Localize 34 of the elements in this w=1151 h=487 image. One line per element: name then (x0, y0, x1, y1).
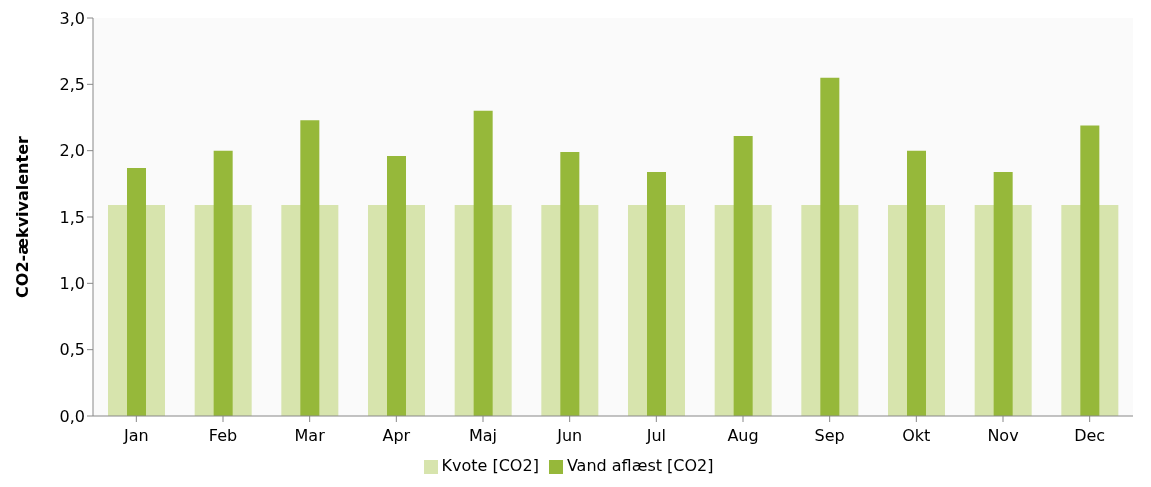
y-tick-label: 1,5 (59, 207, 85, 227)
bar (473, 110, 493, 416)
bar (560, 151, 580, 416)
bar (127, 167, 146, 416)
bar (993, 171, 1013, 416)
bar (733, 136, 753, 416)
x-tick-label: Maj (468, 426, 498, 446)
bar (387, 155, 406, 416)
x-tick-label: Apr (382, 426, 411, 446)
x-tick-label: Jun (556, 426, 583, 446)
x-tick-label: Sep (814, 426, 845, 446)
y-tick-label: 1,0 (59, 274, 85, 294)
y-tick-label: 2,0 (59, 141, 85, 161)
bar (820, 77, 840, 416)
x-tick-label: Jan (123, 426, 149, 446)
x-tick-label: Aug (727, 426, 759, 446)
x-tick-label: Jul (645, 426, 666, 446)
legend-label: Vand aflæst [CO2] (566, 456, 714, 475)
x-tick-label: Nov (987, 426, 1019, 446)
x-tick-label: Dec (1074, 426, 1106, 446)
x-tick-label: Okt (902, 426, 931, 446)
bar (213, 150, 233, 416)
y-tick-label: 3,0 (59, 8, 85, 28)
y-tick-label: 2,5 (59, 75, 85, 95)
bar (1080, 125, 1100, 416)
bar (647, 171, 666, 416)
y-tick-label: 0,5 (59, 340, 85, 360)
y-tick-label: 0,0 (59, 406, 85, 426)
x-tick-label: Feb (208, 426, 238, 446)
bar (300, 120, 320, 416)
bar (907, 150, 926, 416)
legend-label: Kvote [CO2] (441, 456, 539, 475)
x-tick-label: Mar (294, 426, 326, 446)
y-axis-title: CO2-ækvivalenter (12, 136, 32, 298)
